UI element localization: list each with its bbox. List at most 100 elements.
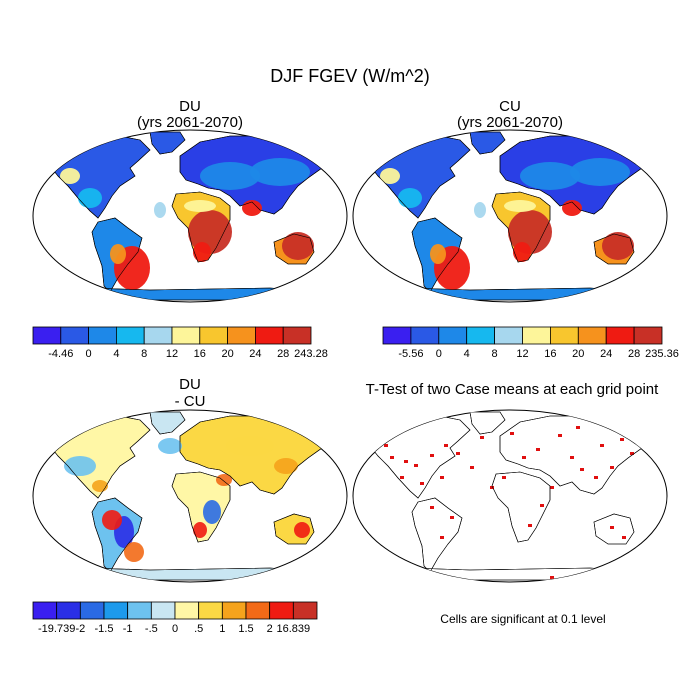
significant-cell	[450, 578, 454, 581]
value-patch	[474, 202, 486, 218]
ttest-note: Cells are significant at 0.1 level	[440, 612, 605, 626]
colorbar-tick-label: 0	[172, 623, 178, 635]
value-patch	[504, 200, 536, 212]
colorbar-tick-label: -1	[123, 623, 133, 635]
value-patch	[570, 158, 630, 186]
colorbar-tick-label: 12	[516, 348, 528, 360]
panel-du-subtitle: (yrs 2061-2070)	[137, 114, 243, 131]
colorbar-swatch	[577, 326, 607, 345]
coastline-greenland	[469, 411, 506, 435]
colorbar-swatch	[550, 326, 579, 345]
coastline-africa	[171, 191, 231, 263]
value-patch	[380, 168, 400, 184]
value-patch	[282, 232, 314, 260]
colorbar-tick-label: -.5	[145, 623, 158, 635]
colorbar-swatch	[198, 601, 223, 620]
coastline-australia	[593, 233, 635, 265]
colorbar-swatch	[221, 601, 247, 620]
colorbar-swatch	[382, 326, 412, 345]
colorbar-swatch	[32, 326, 62, 345]
significant-cell	[640, 436, 644, 439]
colorbar-tick-label: 1	[219, 623, 225, 635]
coastline-africa	[171, 471, 231, 543]
colorbar-tick-label: 0	[436, 348, 442, 360]
value-patch	[184, 200, 216, 212]
coastline-samerica	[91, 217, 143, 293]
coastline-australia	[273, 233, 315, 265]
significant-cell	[550, 576, 554, 579]
value-patch	[250, 158, 310, 186]
colorbar-tick-label: 16	[194, 348, 206, 360]
coastline-greenland	[469, 131, 506, 155]
colorbar-swatch	[171, 326, 201, 345]
colorbar-tick-label: -4.46	[48, 348, 73, 360]
significant-cell	[594, 476, 598, 479]
colorbar-swatch	[254, 326, 284, 345]
colorbar-swatch	[60, 326, 89, 345]
significant-cell	[622, 536, 626, 539]
value-patch	[602, 232, 634, 260]
colorbar-swatch	[199, 326, 229, 345]
value-patch	[294, 522, 310, 538]
significant-cell	[502, 476, 506, 479]
significant-cell	[550, 486, 554, 489]
significant-cell	[450, 516, 454, 519]
coastline-samerica	[411, 217, 463, 293]
colorbar-tick-label: 28	[628, 348, 640, 360]
colorbar-tick-label: 2	[267, 623, 273, 635]
significant-cell	[420, 482, 424, 485]
colorbar-tick-label: 0	[86, 348, 92, 360]
significant-cell	[630, 576, 634, 579]
significant-cell	[400, 476, 404, 479]
panel-diff-subtitle: - CU	[175, 393, 206, 410]
value-patch	[562, 200, 582, 216]
coastline-africa	[491, 471, 551, 543]
significant-cell	[570, 456, 574, 459]
significant-cell	[370, 576, 374, 579]
colorbar-swatch	[88, 326, 117, 345]
colorbar-tick-label: 20	[221, 348, 233, 360]
value-patch	[193, 242, 211, 262]
continent-antarctica	[39, 287, 341, 301]
significant-cell	[580, 468, 584, 471]
coastline-australia	[273, 513, 315, 545]
colorbar-tick-label: -5.56	[398, 348, 423, 360]
significant-cell	[470, 466, 474, 469]
value-patch	[226, 436, 274, 456]
continent-antarctica	[39, 567, 341, 581]
significant-cell	[610, 466, 614, 469]
colorbar-tick-label: -1.5	[95, 623, 114, 635]
colorbar-tick-label: 4	[464, 348, 470, 360]
value-patch	[513, 242, 531, 262]
significant-cell	[558, 434, 562, 437]
colorbar-swatch	[56, 601, 81, 620]
coastline-samerica	[411, 497, 463, 573]
value-patch	[78, 188, 102, 208]
continent-antarctica	[359, 287, 661, 301]
value-patch	[193, 522, 207, 538]
significant-cell	[440, 536, 444, 539]
significant-cell	[440, 476, 444, 479]
colorbar-swatch	[143, 326, 173, 345]
value-patch	[60, 168, 80, 184]
panel-ttest-title: T-Test of two Case means at each grid po…	[366, 381, 659, 398]
colorbar-swatch	[150, 601, 176, 620]
significant-cell	[390, 456, 394, 459]
coastline-samerica	[91, 497, 143, 573]
value-patch	[124, 542, 144, 562]
significant-cell	[610, 526, 614, 529]
colorbar-swatch	[127, 601, 152, 620]
significant-cell	[620, 438, 624, 441]
colorbar-tick-label: 20	[572, 348, 584, 360]
value-patch	[242, 200, 262, 216]
colorbar-tick-label: 28	[277, 348, 289, 360]
value-patch	[430, 244, 446, 264]
colorbar-swatch	[522, 326, 551, 345]
colorbar-cu: -5.56 0 4 8 12 16 20 24 28 235.36	[382, 326, 679, 360]
colorbar-tick-label: -19.739	[38, 623, 75, 635]
colorbar-tick-label: 16.839	[277, 623, 311, 635]
colorbar-swatch	[605, 326, 635, 345]
significant-cell	[414, 464, 418, 467]
colorbar-swatch	[633, 326, 663, 345]
